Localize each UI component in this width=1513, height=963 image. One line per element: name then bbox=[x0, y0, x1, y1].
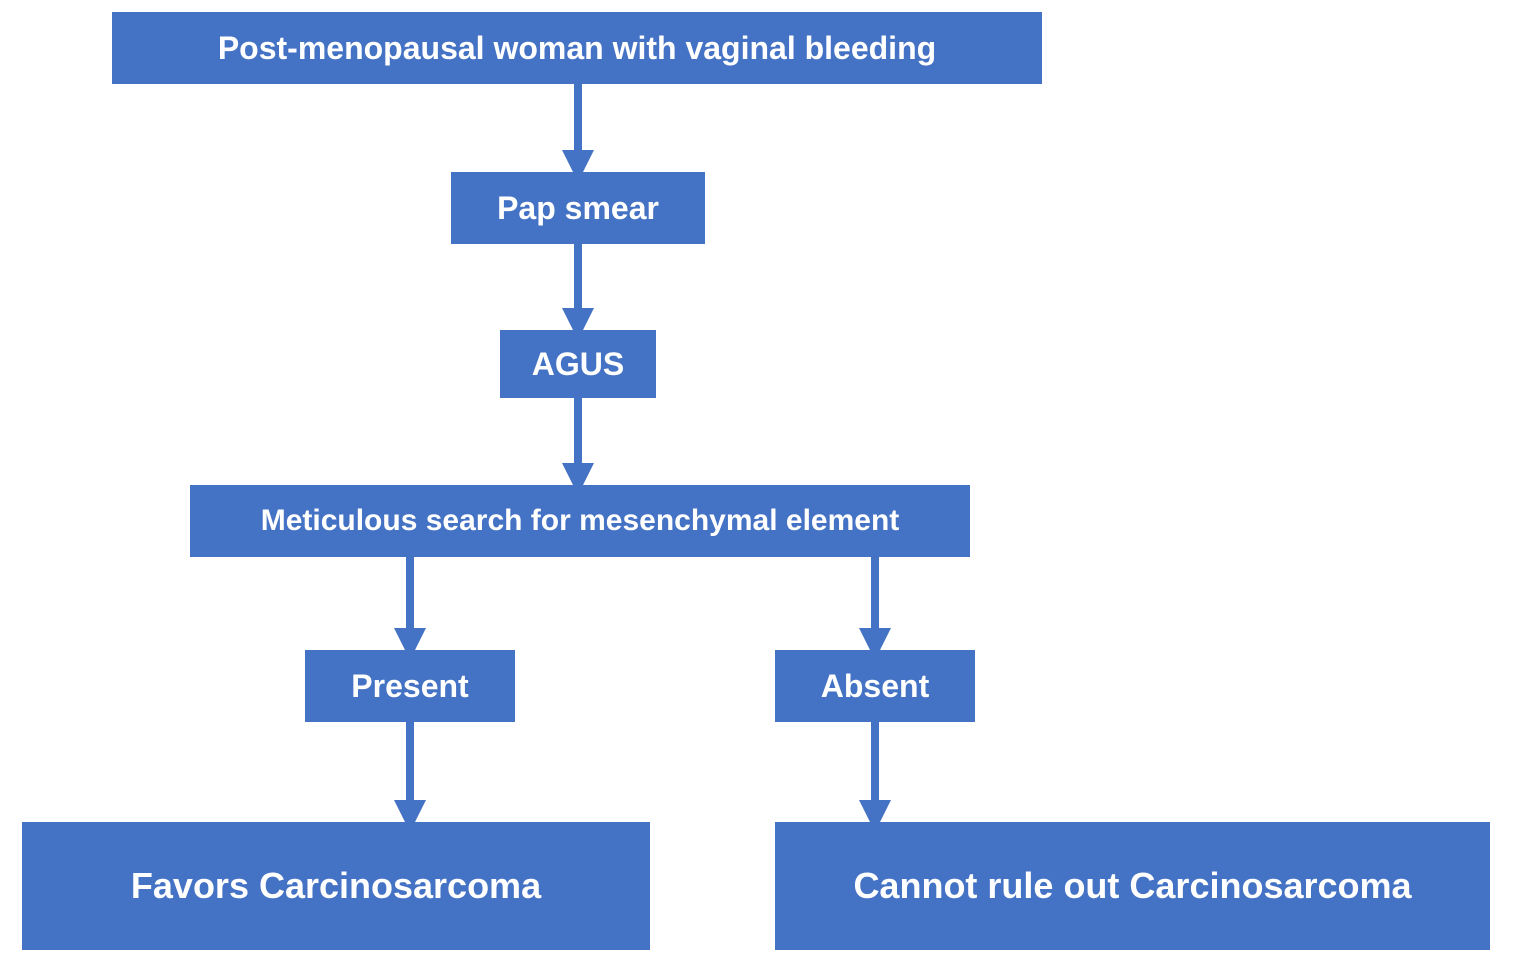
flowchart-node-n8: Cannot rule out Carcinosarcoma bbox=[775, 822, 1490, 950]
flowchart-node-n2: Pap smear bbox=[451, 172, 705, 244]
flowchart-node-n1: Post-menopausal woman with vaginal bleed… bbox=[112, 12, 1042, 84]
flowchart-node-n4: Meticulous search for mesenchymal elemen… bbox=[190, 485, 970, 557]
flowchart-node-n5: Present bbox=[305, 650, 515, 722]
flowchart-edges-layer bbox=[0, 0, 1513, 963]
flowchart-node-n3: AGUS bbox=[500, 330, 656, 398]
flowchart-node-n6: Absent bbox=[775, 650, 975, 722]
flowchart-node-n7: Favors Carcinosarcoma bbox=[22, 822, 650, 950]
